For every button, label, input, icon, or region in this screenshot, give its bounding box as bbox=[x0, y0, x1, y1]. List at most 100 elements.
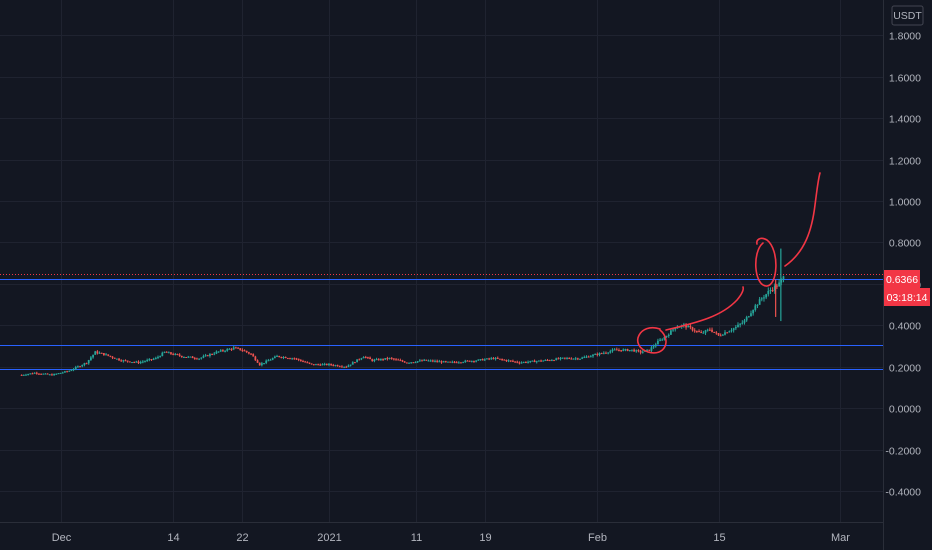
candle-body bbox=[607, 352, 610, 354]
candle-body bbox=[689, 325, 692, 328]
candle-body bbox=[107, 354, 110, 356]
candle-body bbox=[61, 372, 64, 374]
candle-body bbox=[228, 348, 231, 350]
x-tick-label: 22 bbox=[236, 532, 248, 544]
candle-body bbox=[566, 358, 568, 360]
candle-body bbox=[522, 361, 525, 363]
candle-body bbox=[760, 298, 763, 300]
candle-body bbox=[717, 333, 720, 336]
candle-body bbox=[165, 351, 168, 353]
candle-body bbox=[687, 325, 690, 328]
candle-body bbox=[490, 358, 493, 360]
candle-body bbox=[269, 359, 272, 361]
candle-body bbox=[555, 358, 558, 361]
candle-body bbox=[559, 357, 562, 359]
candle-body bbox=[118, 358, 120, 361]
candle-body bbox=[224, 350, 226, 352]
candle-body bbox=[702, 332, 705, 334]
candle-body bbox=[338, 366, 341, 368]
horizontal-levels[interactable] bbox=[0, 274, 883, 370]
candle-body bbox=[620, 350, 623, 352]
candle-body bbox=[568, 358, 571, 360]
circle-annotation-spike[interactable] bbox=[755, 237, 777, 287]
candle-body bbox=[263, 363, 265, 365]
candle-body bbox=[215, 351, 218, 354]
candle-body bbox=[271, 358, 274, 360]
candle-body bbox=[533, 360, 536, 363]
candle-body bbox=[213, 353, 216, 355]
candle-body bbox=[773, 285, 776, 291]
candle-body bbox=[152, 358, 155, 360]
candle-body bbox=[516, 361, 519, 363]
candle-body bbox=[615, 349, 618, 351]
candle-body bbox=[200, 357, 203, 359]
candle-body bbox=[431, 360, 434, 362]
candle-body bbox=[382, 358, 384, 360]
circle-annotation-breakout[interactable] bbox=[636, 326, 667, 354]
candle-body bbox=[449, 361, 452, 363]
candle-body bbox=[438, 361, 441, 363]
candle-body bbox=[256, 360, 259, 363]
candle-body bbox=[312, 364, 315, 366]
trend-curve-annotation[interactable] bbox=[665, 286, 745, 331]
candle-body bbox=[622, 349, 625, 351]
candle-body bbox=[323, 363, 326, 365]
candle-body bbox=[473, 360, 475, 362]
candle-body bbox=[520, 362, 523, 364]
candle-body bbox=[328, 363, 330, 365]
candle-body bbox=[481, 359, 484, 361]
candle-body bbox=[670, 330, 672, 335]
projection-curve-annotation[interactable] bbox=[784, 172, 821, 267]
candle-body bbox=[724, 332, 726, 335]
candle-body bbox=[739, 323, 742, 325]
candle-body bbox=[94, 351, 97, 355]
candle-body bbox=[635, 350, 638, 352]
candle-body bbox=[641, 351, 644, 353]
candle-body bbox=[230, 348, 233, 350]
candle-body bbox=[501, 358, 503, 360]
candle-body bbox=[637, 350, 640, 352]
candle-body bbox=[241, 350, 244, 352]
candle-body bbox=[587, 356, 590, 358]
candle-body bbox=[548, 360, 551, 362]
candle-body bbox=[148, 359, 151, 361]
candle-body bbox=[579, 358, 581, 360]
candle-body bbox=[581, 357, 584, 359]
price-axis[interactable]: 1.80001.60001.40001.20001.00000.80000.60… bbox=[885, 31, 921, 499]
drawn-annotations[interactable] bbox=[636, 172, 821, 354]
candle-body bbox=[33, 372, 36, 374]
candle-body bbox=[280, 357, 283, 359]
candle-body bbox=[423, 359, 426, 361]
candle-body bbox=[189, 356, 192, 358]
candle-body bbox=[349, 364, 352, 366]
candle-body bbox=[122, 360, 125, 362]
candle-body bbox=[291, 358, 294, 360]
candle-body bbox=[141, 361, 144, 363]
candle-body bbox=[654, 344, 657, 347]
candle-body bbox=[401, 360, 404, 362]
candle-body bbox=[475, 360, 478, 362]
candle-body bbox=[345, 366, 348, 368]
candle-body bbox=[360, 358, 363, 360]
candle-body bbox=[741, 322, 744, 324]
candle-body bbox=[721, 334, 724, 336]
candle-body bbox=[74, 367, 77, 370]
candle-body bbox=[447, 361, 449, 363]
candle-body bbox=[306, 362, 309, 364]
x-tick-label: Dec bbox=[52, 532, 72, 544]
candle-body bbox=[258, 362, 261, 366]
time-axis[interactable]: Dec 14 22 2021 11 19 Feb 15 Mar bbox=[52, 532, 851, 544]
candle-body bbox=[120, 360, 123, 362]
candle-body bbox=[537, 360, 540, 362]
candle-body bbox=[347, 365, 350, 368]
candle-body bbox=[719, 335, 722, 337]
candle-body bbox=[425, 359, 428, 361]
currency-badge[interactable]: USDT bbox=[891, 5, 924, 26]
candle-body bbox=[589, 356, 592, 358]
candle-body bbox=[100, 352, 103, 354]
candle-body bbox=[479, 359, 482, 361]
candle-body bbox=[737, 324, 739, 328]
candle-body bbox=[414, 362, 417, 364]
candle-body bbox=[66, 371, 68, 373]
